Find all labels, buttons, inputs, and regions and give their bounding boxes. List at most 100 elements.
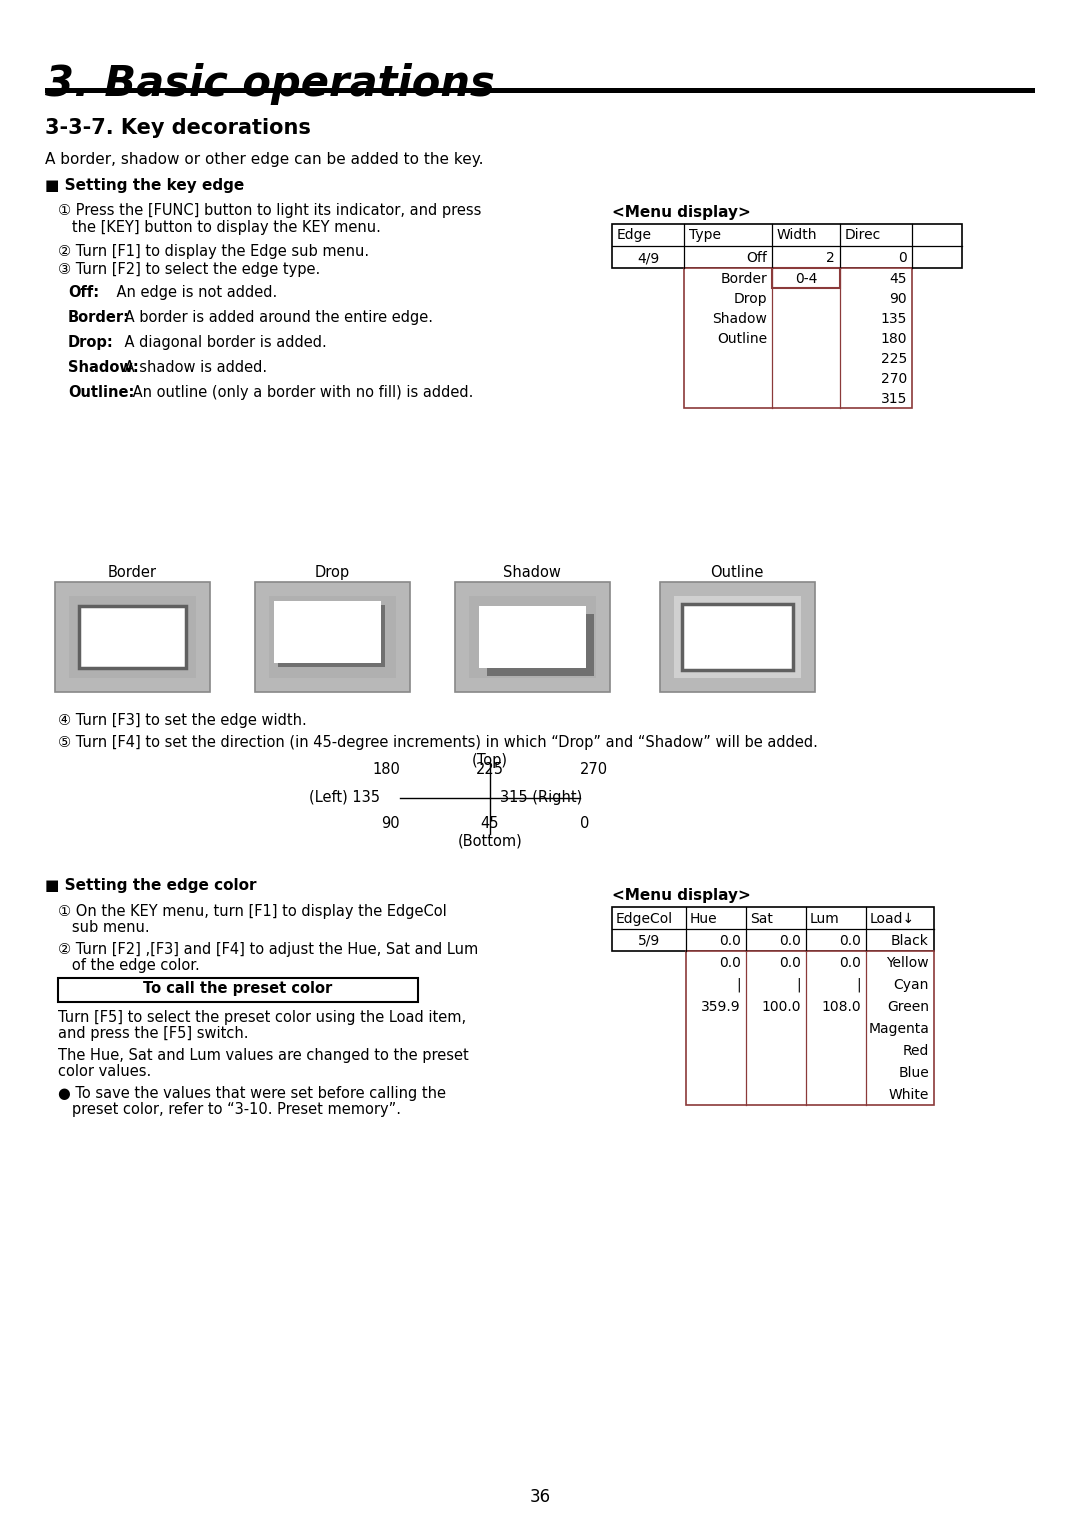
Text: color values.: color values. (58, 1064, 151, 1079)
Text: 0.0: 0.0 (779, 956, 801, 969)
Text: The Hue, Sat and Lum values are changed to the preset: The Hue, Sat and Lum values are changed … (58, 1049, 469, 1064)
Bar (69, 596, 195, 678)
Text: 5/9: 5/9 (638, 934, 660, 948)
Text: ② Turn [F1] to display the Edge sub menu.: ② Turn [F1] to display the Edge sub menu… (58, 244, 369, 259)
Bar (455, 582, 610, 692)
Text: Border: Border (720, 271, 767, 287)
Text: ① On the KEY menu, turn [F1] to display the EdgeCol: ① On the KEY menu, turn [F1] to display … (58, 904, 447, 919)
Text: An outline (only a border with no fill) is added.: An outline (only a border with no fill) … (129, 386, 473, 399)
Text: ① Press the [FUNC] button to light its indicator, and press: ① Press the [FUNC] button to light its i… (58, 203, 482, 218)
Text: (Bottom): (Bottom) (458, 834, 523, 847)
Text: 270: 270 (580, 762, 608, 777)
Text: 0.0: 0.0 (839, 934, 861, 948)
Text: Magenta: Magenta (868, 1023, 929, 1036)
Text: ■ Setting the edge color: ■ Setting the edge color (45, 878, 257, 893)
Text: of the edge color.: of the edge color. (58, 959, 200, 972)
Bar (686, 951, 934, 1105)
Text: ③ Turn [F2] to select the edge type.: ③ Turn [F2] to select the edge type. (58, 262, 321, 277)
Text: 225: 225 (881, 352, 907, 366)
Text: 0: 0 (580, 815, 590, 831)
Text: ⑤ Turn [F4] to set the direction (in 45-degree increments) in which “Drop” and “: ⑤ Turn [F4] to set the direction (in 45-… (58, 735, 818, 750)
Bar (269, 596, 396, 678)
Text: Turn [F5] to select the preset color using the Load item,: Turn [F5] to select the preset color usi… (58, 1010, 467, 1026)
Bar (255, 582, 410, 692)
Text: preset color, refer to “3-10. Preset memory”.: preset color, refer to “3-10. Preset mem… (58, 1102, 401, 1117)
Text: 36: 36 (529, 1487, 551, 1506)
Text: A border is added around the entire edge.: A border is added around the entire edge… (121, 309, 433, 325)
Text: 0: 0 (899, 251, 907, 265)
Text: 100.0: 100.0 (761, 1000, 801, 1013)
Text: Lum: Lum (810, 911, 840, 927)
Text: ■ Setting the key edge: ■ Setting the key edge (45, 178, 244, 194)
Bar (469, 596, 596, 678)
Text: 315: 315 (880, 392, 907, 405)
Text: 45: 45 (890, 271, 907, 287)
Text: Cyan: Cyan (893, 978, 929, 992)
Text: Shadow: Shadow (503, 565, 561, 581)
Text: Black: Black (891, 934, 929, 948)
Bar (612, 224, 962, 268)
Text: Border: Border (108, 565, 157, 581)
Text: |: | (737, 978, 741, 992)
Text: 108.0: 108.0 (822, 1000, 861, 1013)
Bar (681, 604, 793, 671)
Text: 2: 2 (826, 251, 835, 265)
Text: and press the [F5] switch.: and press the [F5] switch. (58, 1026, 248, 1041)
Text: Type: Type (689, 229, 721, 242)
Text: 270: 270 (881, 372, 907, 386)
Text: Outline: Outline (717, 332, 767, 346)
Text: Drop: Drop (314, 565, 350, 581)
Text: Outline: Outline (711, 565, 764, 581)
Text: 359.9: 359.9 (701, 1000, 741, 1013)
Text: Hue: Hue (690, 911, 717, 927)
Bar (480, 607, 586, 668)
Bar (58, 978, 418, 1001)
Text: Sat: Sat (750, 911, 773, 927)
Bar (278, 605, 384, 668)
Text: A border, shadow or other edge can be added to the key.: A border, shadow or other edge can be ad… (45, 152, 484, 168)
Text: 90: 90 (889, 293, 907, 306)
Bar (487, 614, 594, 677)
Text: 0.0: 0.0 (719, 934, 741, 948)
Text: To call the preset color: To call the preset color (144, 981, 333, 997)
Text: Shadow: Shadow (712, 312, 767, 326)
Text: 3. Basic operations: 3. Basic operations (45, 62, 495, 105)
Text: Drop:: Drop: (68, 335, 113, 351)
Bar (660, 582, 815, 692)
Text: Direc: Direc (845, 229, 881, 242)
Text: ④ Turn [F3] to set the edge width.: ④ Turn [F3] to set the edge width. (58, 713, 307, 728)
Bar (79, 607, 186, 668)
Text: Load↓: Load↓ (870, 911, 915, 927)
Text: 4/9: 4/9 (637, 251, 659, 265)
Bar (612, 907, 934, 951)
Text: |: | (856, 978, 861, 992)
Text: ② Turn [F2] ,[F3] and [F4] to adjust the Hue, Sat and Lum: ② Turn [F2] ,[F3] and [F4] to adjust the… (58, 942, 478, 957)
Text: sub menu.: sub menu. (58, 920, 150, 936)
Bar (674, 596, 801, 678)
Bar (45, 88, 1035, 93)
Bar (681, 604, 793, 671)
Text: Width: Width (777, 229, 818, 242)
Text: Blue: Blue (899, 1065, 929, 1081)
Text: Edge: Edge (617, 229, 652, 242)
Text: White: White (889, 1088, 929, 1102)
Bar (55, 582, 210, 692)
Text: (Top): (Top) (472, 753, 508, 768)
Text: ● To save the values that were set before calling the: ● To save the values that were set befor… (58, 1087, 446, 1100)
Text: Red: Red (903, 1044, 929, 1058)
Text: the [KEY] button to display the KEY menu.: the [KEY] button to display the KEY menu… (58, 219, 381, 235)
Text: 180: 180 (373, 762, 400, 777)
Text: 135: 135 (880, 312, 907, 326)
Text: Outline:: Outline: (68, 386, 134, 399)
Text: Border:: Border: (68, 309, 130, 325)
Text: 0-4: 0-4 (795, 271, 818, 287)
Text: (Left) 135: (Left) 135 (309, 789, 380, 805)
Text: <Menu display>: <Menu display> (612, 888, 751, 904)
Text: 225: 225 (476, 762, 504, 777)
Text: EdgeCol: EdgeCol (616, 911, 673, 927)
Bar (684, 268, 912, 408)
Text: Yellow: Yellow (887, 956, 929, 969)
Text: 0.0: 0.0 (839, 956, 861, 969)
Text: 0.0: 0.0 (779, 934, 801, 948)
Text: A shadow is added.: A shadow is added. (121, 360, 268, 375)
